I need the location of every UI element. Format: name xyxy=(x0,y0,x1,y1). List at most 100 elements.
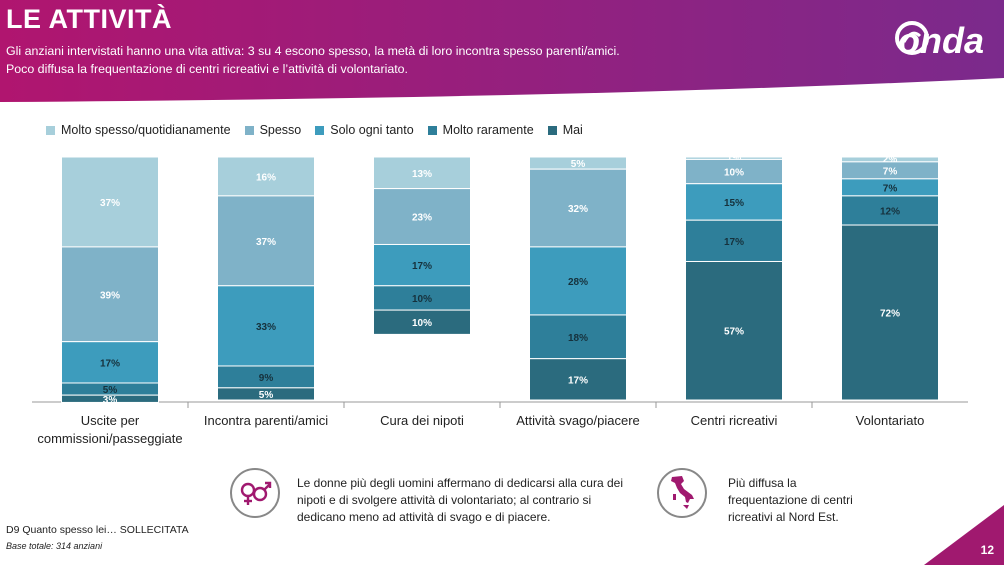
data-label: 15% xyxy=(724,198,744,209)
bar-segment xyxy=(373,243,471,287)
bar-segment xyxy=(529,168,627,248)
data-label: 28% xyxy=(568,277,588,288)
corner-decoration xyxy=(924,505,1004,565)
data-label: 10% xyxy=(412,318,432,329)
header-banner: LE ATTIVITÀ Gli anziani intervistati han… xyxy=(0,0,1004,102)
data-label: 39% xyxy=(100,290,120,301)
category-label: Uscite per xyxy=(81,413,140,428)
italy-map-glyph xyxy=(671,476,694,509)
data-label: 23% xyxy=(412,213,432,224)
category-label: Incontra parenti/amici xyxy=(204,413,328,428)
data-label: 18% xyxy=(568,333,588,344)
bar-segment xyxy=(217,387,315,401)
legend-label: Mai xyxy=(562,123,583,137)
data-label: 12% xyxy=(880,206,900,217)
data-label: 33% xyxy=(256,322,276,333)
data-label: 32% xyxy=(568,204,588,215)
legend-swatch xyxy=(427,125,437,135)
bar-segment xyxy=(685,219,783,262)
gender-symbols-glyph xyxy=(240,481,272,505)
data-label: 57% xyxy=(724,327,744,338)
page-title: LE ATTIVITÀ xyxy=(6,4,172,34)
bar-segment xyxy=(373,156,471,190)
bar-segment xyxy=(217,156,315,197)
bar-segment xyxy=(373,285,471,311)
data-label: 10% xyxy=(724,168,744,179)
legend-swatch xyxy=(547,125,557,135)
gender-note: Le donne più degli uomini affermano di d… xyxy=(297,475,623,526)
legend-swatch xyxy=(315,125,325,135)
data-label: 5% xyxy=(571,159,586,170)
category-label: Volontariato xyxy=(856,413,925,428)
data-label: 17% xyxy=(412,261,432,272)
category-label: commissioni/passeggiate xyxy=(37,431,182,446)
category-label: Cura dei nipoti xyxy=(380,413,464,428)
legend-item: Spesso xyxy=(244,123,302,137)
data-label: 37% xyxy=(100,198,120,209)
legend-label: Solo ogni tanto xyxy=(330,123,414,137)
page-number: 12 xyxy=(980,543,994,557)
data-label: 2% xyxy=(883,154,898,165)
data-label: 17% xyxy=(568,375,588,386)
data-label: 3% xyxy=(103,395,118,406)
bar-segment xyxy=(61,394,159,403)
legend-item: Molto spesso/quotidianamente xyxy=(46,123,231,137)
bar-segment xyxy=(529,246,627,316)
question-footnote: D9 Quanto spesso lei… SOLLECITATA xyxy=(6,524,189,536)
bar-segment xyxy=(529,358,627,401)
gender-note-line-1: Le donne più degli uomini affermano di d… xyxy=(297,476,623,490)
bar-segment xyxy=(529,314,627,360)
bar-segment xyxy=(61,341,159,384)
data-label: 5% xyxy=(259,390,274,401)
region-note-line-3: ricreativi al Nord Est. xyxy=(728,510,839,524)
legend-label: Spesso xyxy=(259,123,302,137)
legend-item: Solo ogni tanto xyxy=(315,123,414,137)
bar-segment xyxy=(373,309,471,335)
data-label: 9% xyxy=(259,373,274,384)
bar-segment xyxy=(685,260,783,401)
bar-segment xyxy=(217,285,315,367)
bar-segment xyxy=(685,183,783,221)
region-note-line-1: Più diffusa la xyxy=(728,476,797,490)
legend-label: Molto raramente xyxy=(442,123,534,137)
legend-swatch xyxy=(46,125,55,135)
data-label: 7% xyxy=(883,183,898,194)
chart-legend: Molto spesso/quotidianamente Spesso Solo o… xyxy=(46,123,597,137)
data-label: 1% xyxy=(727,153,742,164)
data-label: 10% xyxy=(412,294,432,305)
legend-item: Molto raramente xyxy=(427,123,534,137)
bar-segment xyxy=(61,156,159,248)
category-label: Attività svago/piacere xyxy=(516,413,640,428)
legend-swatch xyxy=(244,125,254,135)
subtitle-line-1: Gli anziani intervistati hanno una vita … xyxy=(6,44,620,58)
italy-map-icon xyxy=(657,468,707,518)
legend-item: Mai xyxy=(547,123,583,137)
bar-segment xyxy=(841,195,939,226)
data-label: 17% xyxy=(724,237,744,248)
region-note-line-2: frequentazione di centri xyxy=(728,493,853,507)
stacked-bar-chart: 37%39%17%5%3%Uscite percommissioni/passe… xyxy=(32,153,968,446)
data-label: 16% xyxy=(256,172,276,183)
category-label: Centri ricreativi xyxy=(691,413,778,428)
brand-logo: onda xyxy=(894,20,984,62)
data-label: 17% xyxy=(100,358,120,369)
bar-segment xyxy=(841,224,939,401)
data-label: 72% xyxy=(880,309,900,320)
bar-segment xyxy=(685,158,783,185)
data-label: 37% xyxy=(256,237,276,248)
bar-segment xyxy=(217,195,315,287)
gender-note-line-3: dedicano meno ad attività di svago e di … xyxy=(297,510,551,524)
onda-swirl-icon xyxy=(895,21,929,55)
data-label: 5% xyxy=(103,385,118,396)
data-label: 13% xyxy=(412,169,432,180)
data-label: 7% xyxy=(883,166,898,177)
region-note: Più diffusa la frequentazione di centri … xyxy=(728,475,853,526)
gender-symbols-icon xyxy=(230,468,280,518)
subtitle-line-2: Poco diffusa la frequentazione di centri… xyxy=(6,62,408,76)
bar-segment xyxy=(373,188,471,245)
page-subtitle: Gli anziani intervistati hanno una vita … xyxy=(6,42,766,78)
bar-segment xyxy=(61,246,159,343)
gender-note-line-2: nipoti e di svolgere attività di volonta… xyxy=(297,493,592,507)
legend-label: Molto spesso/quotidianamente xyxy=(61,123,231,137)
base-footnote: Base totale: 314 anziani xyxy=(6,541,103,551)
